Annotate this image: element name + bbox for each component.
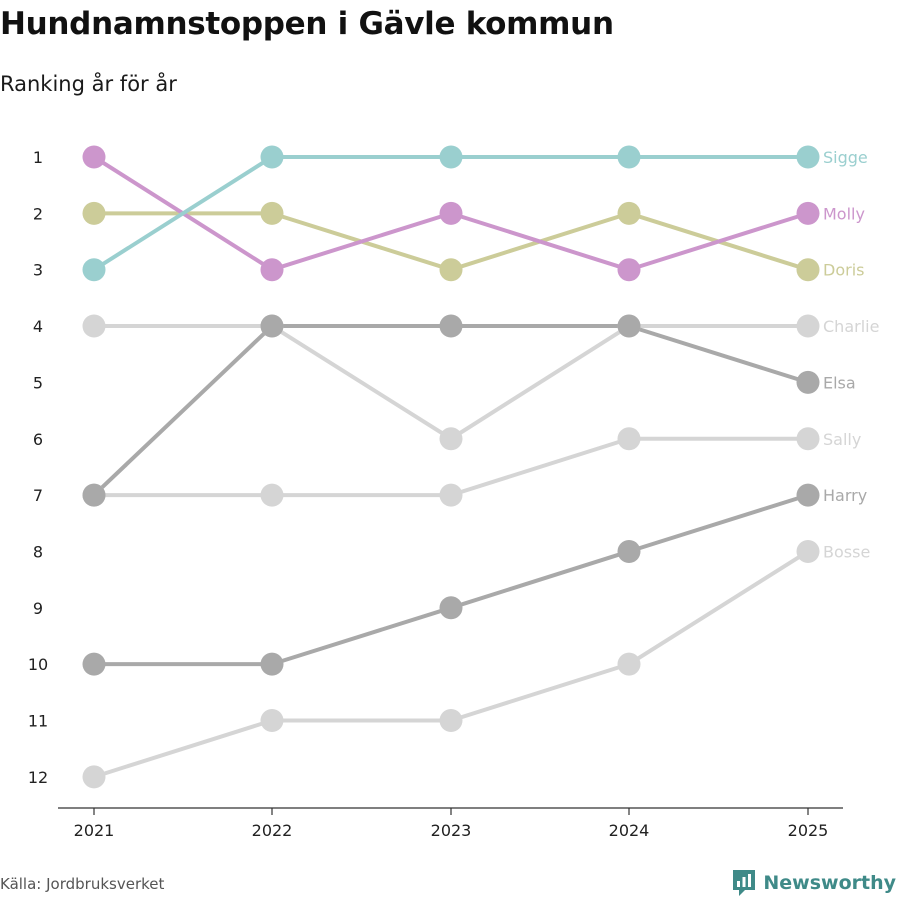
point-sally-2023[interactable] (439, 483, 463, 507)
y-tick-label: 2 (33, 204, 43, 223)
series-label-bosse: Bosse (823, 542, 870, 561)
point-sally-2024[interactable] (617, 427, 641, 451)
point-harry-2021[interactable] (82, 652, 106, 676)
series-labels: Charlie Sally Bosse Elsa Harry Doris Molly Sigg… (823, 148, 879, 561)
series-label-doris: Doris (823, 261, 864, 280)
point-elsa-2024[interactable] (617, 314, 641, 338)
point-sigge-2023[interactable] (439, 145, 463, 169)
point-bosse-2022[interactable] (260, 709, 284, 732)
x-tick-label: 2024 (609, 821, 650, 840)
point-harry-2025[interactable] (796, 483, 820, 507)
point-elsa-2025[interactable] (796, 370, 820, 394)
point-doris-2022[interactable] (260, 201, 284, 225)
brand-logo[interactable]: Newsworthy (731, 868, 896, 898)
y-tick-label: 1 (33, 148, 43, 167)
x-tick-label: 2022 (252, 821, 293, 840)
point-elsa-2022[interactable] (260, 314, 284, 338)
point-harry-2023[interactable] (439, 596, 463, 620)
point-elsa-2021[interactable] (82, 483, 106, 507)
series-line-charlie (92, 324, 810, 441)
series-line-harry (92, 493, 810, 667)
series-label-elsa: Elsa (823, 373, 856, 392)
point-sigge-2024[interactable] (617, 145, 641, 169)
point-charlie-2021[interactable] (82, 314, 106, 338)
chart-title: Hundnamnstoppen i Gävle kommun (0, 6, 614, 42)
series-points (82, 145, 820, 789)
point-charlie-2025[interactable] (796, 314, 820, 338)
point-elsa-2023[interactable] (439, 314, 463, 338)
series-label-molly: Molly (823, 204, 865, 223)
brand-name: Newsworthy (763, 872, 896, 894)
x-tick-label: 2025 (788, 821, 829, 840)
point-doris-2025[interactable] (796, 258, 820, 282)
point-molly-2025[interactable] (796, 201, 820, 225)
x-tick-label: 2023 (431, 821, 472, 840)
point-molly-2022[interactable] (260, 258, 284, 282)
y-tick-label: 4 (33, 317, 43, 336)
point-molly-2021[interactable] (82, 145, 106, 169)
point-sigge-2021[interactable] (82, 258, 106, 282)
point-bosse-2025[interactable] (796, 539, 820, 563)
y-tick-label: 9 (33, 599, 43, 618)
newsworthy-icon (733, 870, 756, 896)
point-molly-2024[interactable] (617, 258, 641, 282)
point-bosse-2024[interactable] (617, 652, 641, 676)
y-tick-label: 12 (28, 768, 48, 787)
series-line-elsa (92, 324, 810, 498)
point-sally-2022[interactable] (260, 483, 284, 507)
point-sigge-2022[interactable] (260, 145, 284, 169)
y-tick-label: 5 (33, 373, 43, 392)
chart-subtitle: Ranking år för år (0, 72, 177, 96)
point-charlie-2023[interactable] (439, 427, 463, 451)
point-bosse-2023[interactable] (439, 709, 463, 732)
y-tick-label: 3 (33, 261, 43, 280)
source-note: Källa: Jordbruksverket (0, 875, 165, 893)
series-lines (92, 155, 810, 779)
point-bosse-2021[interactable] (82, 765, 106, 789)
y-tick-label: 6 (33, 430, 43, 449)
point-doris-2021[interactable] (82, 201, 106, 225)
series-label-sally: Sally (823, 430, 861, 449)
point-harry-2024[interactable] (617, 539, 641, 563)
y-tick-label: 7 (33, 486, 43, 505)
series-label-sigge: Sigge (823, 148, 868, 167)
point-molly-2023[interactable] (439, 201, 463, 225)
series-label-harry: Harry (823, 486, 867, 505)
series-label-charlie: Charlie (823, 317, 879, 336)
point-doris-2024[interactable] (617, 201, 641, 225)
y-tick-label: 8 (33, 542, 43, 561)
point-doris-2023[interactable] (439, 258, 463, 282)
point-harry-2022[interactable] (260, 652, 284, 676)
x-tick-label: 2021 (74, 821, 115, 840)
point-sigge-2025[interactable] (796, 145, 820, 169)
y-tick-label: 10 (28, 655, 48, 674)
point-sally-2025[interactable] (796, 427, 820, 451)
x-axis: 2021 2022 2023 2024 2025 (58, 807, 843, 840)
y-tick-label: 11 (28, 712, 48, 731)
